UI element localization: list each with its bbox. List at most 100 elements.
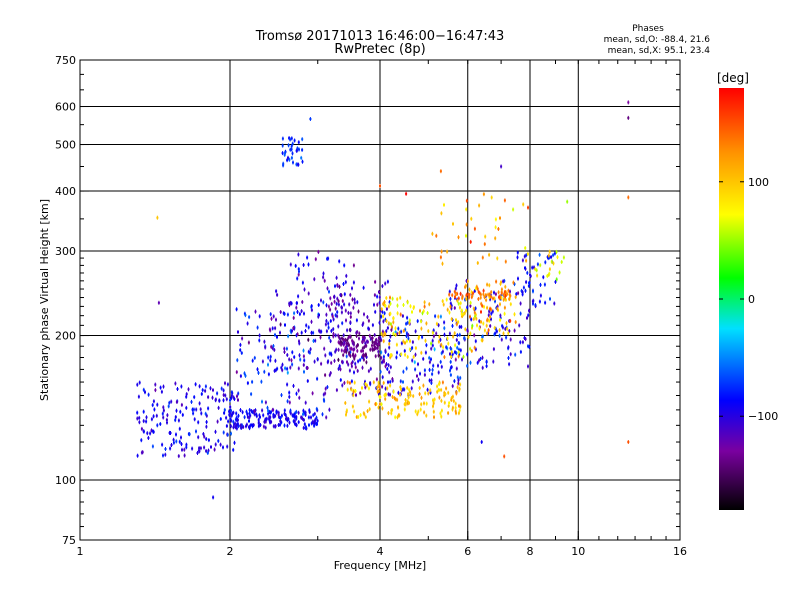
data-point-stem <box>364 381 366 386</box>
data-point-stem <box>466 352 468 357</box>
data-point-stem <box>297 162 299 167</box>
data-point-stem <box>305 426 307 431</box>
data-point-stem <box>287 312 289 317</box>
data-point-stem <box>236 426 238 431</box>
data-point-stem <box>236 358 238 363</box>
data-point-stem <box>510 352 512 357</box>
data-point-stem <box>416 374 418 378</box>
data-point-stem <box>260 379 262 384</box>
data-point-stem <box>517 276 519 281</box>
data-point-stem <box>457 320 459 324</box>
data-point-stem <box>334 299 336 304</box>
data-point-stem <box>475 339 477 344</box>
data-point-stem <box>481 303 483 308</box>
data-point-stem <box>547 256 549 261</box>
data-point-stem <box>329 296 331 301</box>
data-point-stem <box>504 293 506 298</box>
data-point-stem <box>461 312 463 317</box>
data-point-stem <box>346 408 348 413</box>
data-point-stem <box>313 338 314 343</box>
data-point-stem <box>299 357 301 362</box>
data-point-stem <box>275 289 277 294</box>
data-point-stem <box>291 362 293 367</box>
data-point-stem <box>458 352 460 357</box>
data-point-stem <box>163 408 165 413</box>
data-point-stem <box>397 390 399 395</box>
data-point-stem <box>362 322 364 327</box>
data-point-stem <box>245 373 246 378</box>
data-point-stem <box>430 346 432 351</box>
data-point-stem <box>525 253 527 258</box>
data-point-stem <box>345 308 347 313</box>
data-point-stem <box>297 252 299 257</box>
data-point-stem <box>455 411 457 416</box>
data-point-stem <box>205 449 207 453</box>
data-point-stem <box>364 385 366 390</box>
data-point-stem <box>483 304 485 309</box>
data-point-stem <box>420 350 422 355</box>
data-point-stem <box>249 413 251 418</box>
y-tick-label: 600 <box>55 101 76 114</box>
data-point-stem <box>235 417 237 422</box>
data-point-stem <box>230 408 232 413</box>
data-point-stem <box>408 320 410 325</box>
data-point-stem <box>387 279 389 284</box>
data-point-stem <box>227 382 229 387</box>
data-point-stem <box>229 416 231 421</box>
data-point-stem <box>345 345 347 350</box>
data-point-stem <box>468 292 470 297</box>
data-point-stem <box>395 355 397 360</box>
data-point-stem <box>343 337 344 342</box>
data-point-stem <box>236 370 238 375</box>
data-point-stem <box>233 395 235 400</box>
data-point-stem <box>452 334 454 339</box>
data-point-stem <box>500 281 501 286</box>
data-point-stem <box>347 310 349 315</box>
data-point-stem <box>522 290 524 295</box>
data-point-stem <box>298 366 300 371</box>
data-point-stem <box>389 379 391 384</box>
data-point-stem <box>207 406 209 411</box>
data-point-stem <box>376 341 377 346</box>
data-point-stem <box>282 136 284 141</box>
data-point-stem <box>288 136 290 141</box>
data-point-stem <box>517 255 518 260</box>
data-point-stem <box>507 331 509 336</box>
data-point-stem <box>366 383 368 388</box>
data-point-stem <box>468 335 469 340</box>
data-point-stem <box>338 335 340 340</box>
data-point-stem <box>519 340 521 345</box>
data-point-stem <box>389 383 391 388</box>
data-point-stem <box>253 411 255 416</box>
data-point-stem <box>220 442 222 447</box>
data-point-stem <box>323 397 325 402</box>
data-point-stem <box>449 331 451 336</box>
data-point-stem <box>274 368 276 373</box>
data-point-stem <box>407 320 409 325</box>
data-point-stem <box>460 291 462 296</box>
data-point-stem <box>397 311 399 316</box>
data-point-stem <box>482 321 484 326</box>
data-point-stem <box>389 295 391 300</box>
data-point-stem <box>292 141 294 146</box>
data-point-stem <box>411 386 413 391</box>
data-point-stem <box>539 263 541 268</box>
data-point-stem <box>474 226 476 231</box>
data-point-stem <box>446 297 448 302</box>
data-point-stem <box>275 368 277 373</box>
data-point-stem <box>427 391 429 396</box>
data-point-stem <box>500 164 502 169</box>
data-point-stem <box>303 354 305 359</box>
data-point-stem <box>494 236 496 241</box>
data-point-stem <box>452 352 454 357</box>
data-point-stem <box>334 294 335 299</box>
data-point-stem <box>488 328 490 333</box>
data-point-stem <box>479 326 480 331</box>
data-point-stem <box>389 392 391 397</box>
data-point-stem <box>367 409 369 414</box>
data-point-stem <box>348 302 350 307</box>
data-point-stem <box>380 314 382 319</box>
data-point-stem <box>497 308 499 313</box>
data-point-stem <box>344 292 346 297</box>
data-point-stem <box>208 448 209 453</box>
